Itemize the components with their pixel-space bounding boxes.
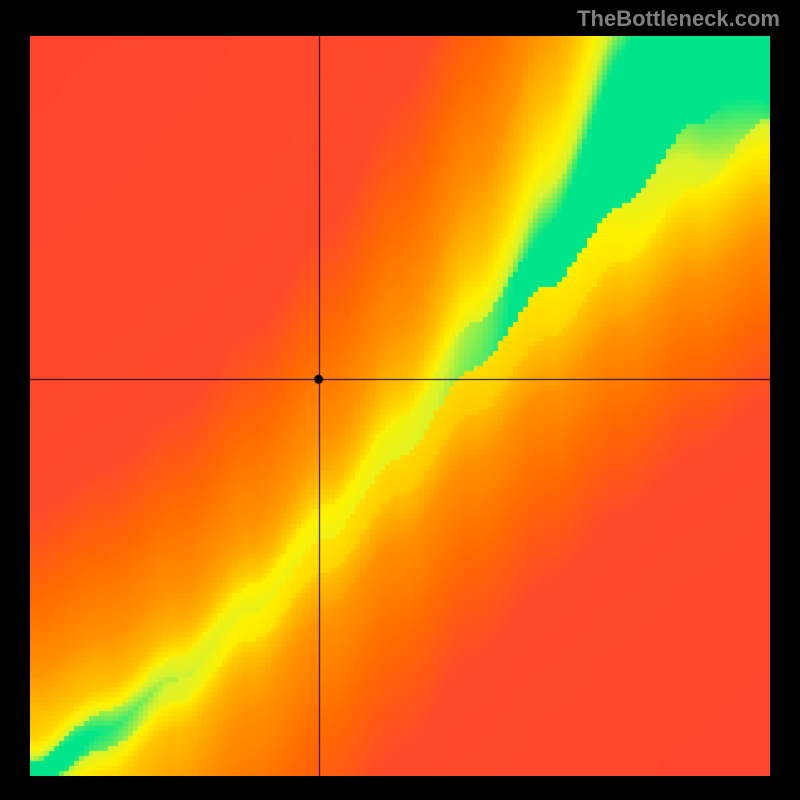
crosshair-overlay xyxy=(30,36,770,776)
chart-container: { "watermark": { "text": "TheBottleneck.… xyxy=(0,0,800,800)
watermark-text: TheBottleneck.com xyxy=(577,6,780,32)
